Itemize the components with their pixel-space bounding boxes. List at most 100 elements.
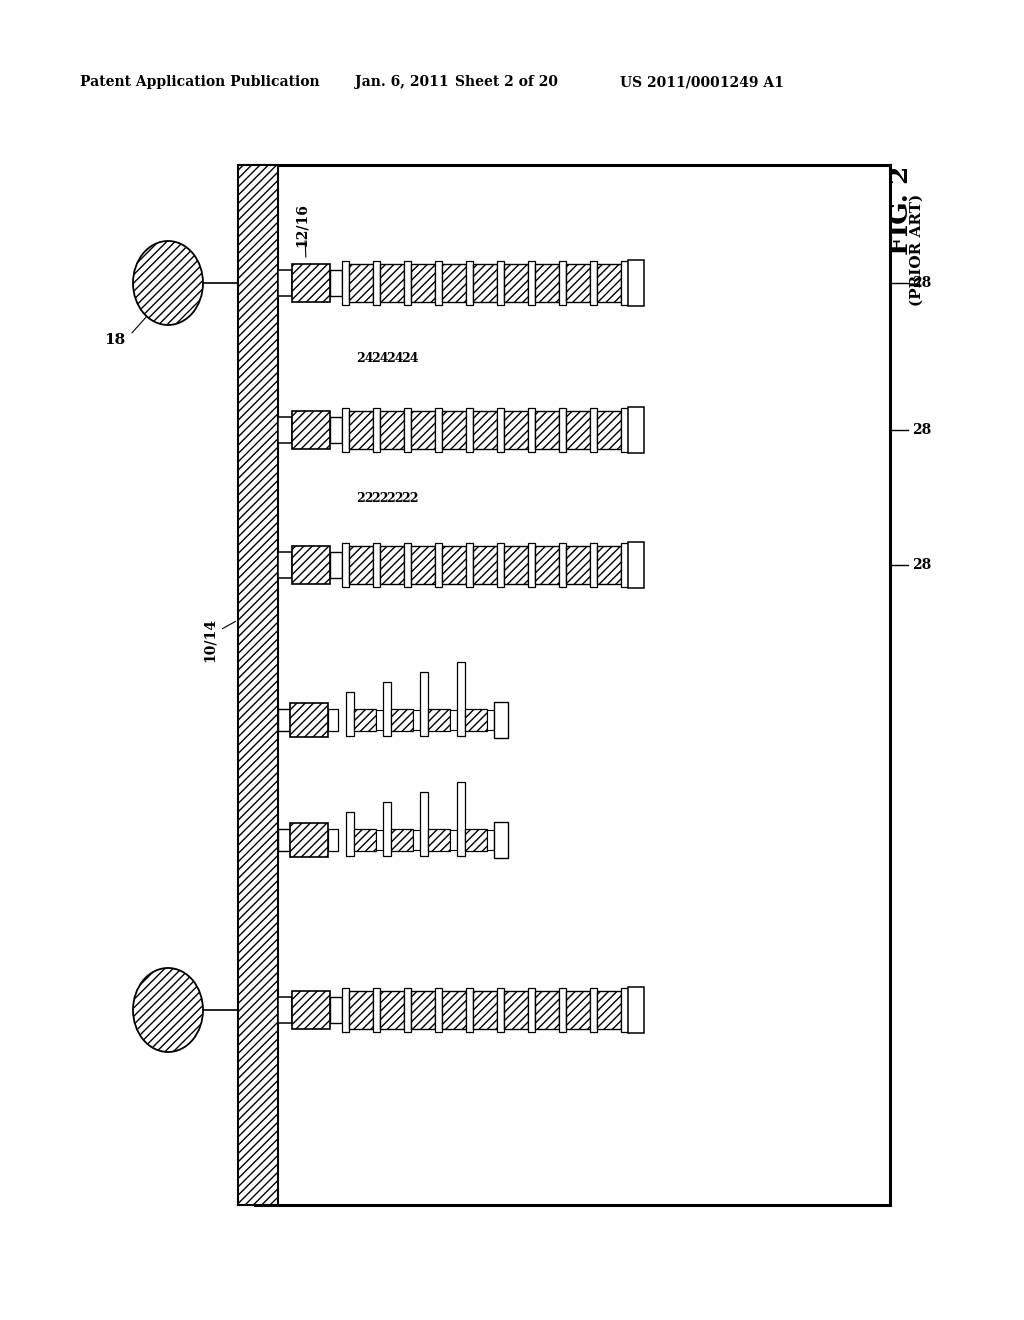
Bar — [380, 546, 404, 583]
Bar — [404, 543, 411, 587]
Bar — [292, 411, 330, 449]
Bar — [411, 546, 435, 583]
Bar — [590, 261, 597, 305]
Bar — [330, 552, 342, 578]
Text: 24: 24 — [372, 352, 389, 366]
Bar — [457, 663, 465, 737]
Text: 22: 22 — [372, 492, 389, 506]
Bar — [628, 543, 644, 587]
Bar — [238, 165, 278, 1205]
Bar — [435, 987, 442, 1032]
Bar — [465, 709, 487, 731]
Bar — [621, 408, 628, 451]
Bar — [290, 822, 328, 857]
Text: 28: 28 — [912, 422, 931, 437]
Bar — [628, 260, 644, 306]
Bar — [597, 264, 621, 302]
Bar — [292, 264, 330, 302]
Bar — [590, 543, 597, 587]
Bar — [383, 682, 391, 737]
Bar — [504, 411, 528, 449]
Bar — [559, 987, 566, 1032]
Text: 10/14: 10/14 — [203, 618, 217, 663]
Bar — [535, 264, 559, 302]
Bar — [435, 261, 442, 305]
Bar — [428, 709, 450, 731]
Bar — [342, 261, 349, 305]
Bar — [328, 709, 338, 731]
Bar — [528, 987, 535, 1032]
Bar — [559, 408, 566, 451]
Bar — [590, 408, 597, 451]
Bar — [411, 991, 435, 1030]
Bar — [330, 417, 342, 444]
Bar — [349, 991, 373, 1030]
Bar — [330, 271, 342, 296]
Bar — [349, 411, 373, 449]
Bar — [504, 546, 528, 583]
Bar — [497, 408, 504, 451]
Bar — [404, 408, 411, 451]
Bar — [373, 543, 380, 587]
Bar — [442, 411, 466, 449]
Bar — [528, 543, 535, 587]
Bar — [373, 261, 380, 305]
Bar — [349, 264, 373, 302]
Text: FIG. 2: FIG. 2 — [888, 165, 912, 255]
Bar — [428, 829, 450, 851]
Bar — [278, 829, 290, 851]
Bar — [487, 830, 494, 850]
Bar — [278, 271, 292, 296]
Bar — [442, 546, 466, 583]
Bar — [373, 408, 380, 451]
Bar — [342, 543, 349, 587]
Bar — [466, 261, 473, 305]
Bar — [404, 261, 411, 305]
Bar — [346, 692, 354, 737]
Bar — [292, 546, 330, 583]
Bar — [628, 987, 644, 1034]
Bar — [346, 812, 354, 855]
Bar — [442, 264, 466, 302]
Bar — [465, 829, 487, 851]
Text: 24: 24 — [401, 352, 419, 366]
Bar — [497, 543, 504, 587]
Bar — [255, 165, 890, 1205]
Bar — [473, 411, 497, 449]
Bar — [411, 411, 435, 449]
Bar — [628, 407, 644, 453]
Bar — [380, 991, 404, 1030]
Text: 22: 22 — [356, 492, 374, 506]
Text: 12/16: 12/16 — [295, 203, 309, 247]
Bar — [566, 546, 590, 583]
Bar — [528, 408, 535, 451]
Bar — [621, 543, 628, 587]
Bar — [473, 991, 497, 1030]
Bar — [342, 408, 349, 451]
Bar — [535, 991, 559, 1030]
Bar — [597, 991, 621, 1030]
Bar — [497, 261, 504, 305]
Bar — [450, 710, 457, 730]
Bar — [466, 408, 473, 451]
Bar — [391, 709, 413, 731]
Bar — [373, 987, 380, 1032]
Bar — [278, 709, 290, 731]
Bar — [342, 987, 349, 1032]
Bar — [380, 264, 404, 302]
Bar — [559, 261, 566, 305]
Bar — [466, 987, 473, 1032]
Bar — [597, 546, 621, 583]
Text: Patent Application Publication: Patent Application Publication — [80, 75, 319, 88]
Text: 24: 24 — [386, 352, 403, 366]
Bar — [442, 991, 466, 1030]
Text: US 2011/0001249 A1: US 2011/0001249 A1 — [620, 75, 784, 88]
Text: 18: 18 — [103, 333, 125, 347]
Bar — [328, 829, 338, 851]
Bar — [566, 264, 590, 302]
Text: 28: 28 — [912, 558, 931, 572]
Ellipse shape — [133, 968, 203, 1052]
Bar — [494, 702, 508, 738]
Text: 28: 28 — [912, 276, 931, 290]
Bar — [278, 997, 292, 1023]
